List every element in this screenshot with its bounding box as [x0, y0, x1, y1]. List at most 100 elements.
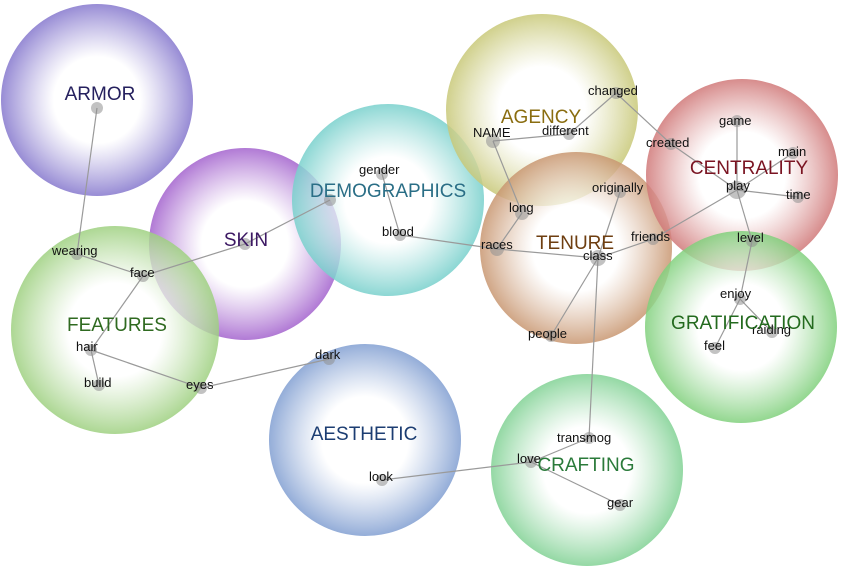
edge-love-gear	[530, 461, 621, 506]
word-node-raiding	[766, 326, 778, 338]
cluster-label-gratification: GRATIFICATION	[671, 313, 815, 334]
edge-love-look	[381, 461, 532, 481]
edge-long-name	[492, 140, 523, 214]
word-node-wearing	[71, 248, 83, 260]
word-transmog: transmog	[557, 430, 611, 445]
gratification-bubble	[645, 231, 837, 423]
word-node-changed	[610, 87, 622, 99]
word-node-long	[515, 206, 529, 220]
word-enjoy: enjoy	[720, 286, 752, 301]
word-node-game	[731, 115, 743, 127]
edge-class-friends	[597, 238, 654, 259]
word-people: people	[528, 326, 567, 341]
tenure-bubble	[480, 152, 672, 344]
edge-races-class	[496, 248, 599, 259]
aesthetic-bubble	[269, 344, 461, 536]
edge-gender-blood	[381, 173, 401, 236]
word-build: build	[84, 375, 111, 390]
word-main: main	[778, 144, 806, 159]
word-node-feel	[709, 342, 721, 354]
word-node-different	[563, 128, 575, 140]
edge-enjoy-feel	[714, 298, 741, 349]
cluster-label-armor: ARMOR	[65, 84, 136, 105]
word-eyes: eyes	[186, 377, 214, 392]
word-node-friends	[647, 233, 659, 245]
edge-level-enjoy	[739, 240, 753, 300]
cluster-label-agency: AGENCY	[501, 107, 582, 128]
word-class: class	[583, 248, 613, 263]
word-node-face	[137, 270, 149, 282]
word-node-look	[376, 474, 388, 486]
edge-face-hair	[90, 275, 144, 351]
cluster-label-crafting: CRAFTING	[537, 455, 634, 476]
word-friends: friends	[631, 229, 671, 244]
word-hair: hair	[76, 339, 98, 354]
edge-wearing-face	[76, 253, 144, 277]
word-name: NAME	[473, 125, 511, 140]
edge-class-transmog	[588, 257, 599, 439]
cluster-label-centrality: CENTRALITY	[690, 158, 809, 179]
word-originally: originally	[592, 180, 644, 195]
word-gender: gender	[359, 162, 400, 177]
edge-friends-play	[652, 189, 738, 240]
armor-center-node	[91, 102, 103, 114]
features-bubble	[11, 226, 219, 434]
word-node-gender	[376, 168, 388, 180]
word-node-originally	[614, 186, 626, 198]
word-node-class	[590, 250, 606, 266]
demographics-center-node	[324, 194, 336, 206]
word-node-gear	[614, 499, 626, 511]
crafting-bubble	[491, 374, 683, 566]
word-node-play	[728, 181, 746, 199]
word-level: level	[737, 230, 764, 245]
word-dark: dark	[315, 347, 341, 362]
word-node-people	[545, 330, 557, 342]
word-node-created	[665, 138, 677, 150]
edge-class-people	[550, 257, 599, 337]
word-node-hair	[85, 344, 97, 356]
cluster-label-skin: SKIN	[224, 230, 268, 251]
word-raiding: raiding	[752, 322, 791, 337]
nodes	[71, 87, 804, 511]
edge-originally-class	[597, 191, 621, 259]
cluster-labels: ARMOR SKIN DEMOGRAPHICS AGENCY TENURE CE…	[65, 84, 815, 476]
word-node-level	[746, 235, 758, 247]
word-long: long	[509, 200, 534, 215]
edge-face-skin-center	[142, 243, 246, 277]
word-changed: changed	[588, 83, 638, 98]
edge-transmog-love	[530, 437, 590, 463]
word-node-eyes	[195, 382, 207, 394]
edge-play-time	[736, 189, 799, 198]
word-node-transmog	[583, 432, 595, 444]
edge-skin-center-demographics-center	[244, 199, 331, 245]
word-love: love	[517, 451, 541, 466]
cluster-label-aesthetic: AESTHETIC	[311, 424, 418, 445]
edge-play-main	[736, 152, 794, 191]
word-node-main	[787, 147, 799, 159]
word-node-blood	[394, 229, 406, 241]
edge-blood-races	[399, 234, 498, 250]
cluster-label-features: FEATURES	[67, 315, 167, 336]
word-races: races	[481, 237, 513, 252]
edge-different-changed	[568, 92, 617, 135]
cluster-label-tenure: TENURE	[536, 233, 614, 254]
edge-armor-center-wearing	[76, 107, 98, 255]
word-play: play	[726, 178, 750, 193]
word-created: created	[646, 135, 689, 150]
edge-hair-eyes	[90, 349, 202, 389]
word-node-dark	[323, 353, 335, 365]
edge-eyes-dark	[200, 358, 330, 389]
word-node-name	[486, 134, 500, 148]
edge-races-long	[496, 212, 523, 250]
edge-enjoy-raiding	[739, 298, 773, 333]
demographics-bubble	[292, 104, 484, 296]
skin-center-node	[239, 238, 251, 250]
word-feel: feel	[704, 338, 725, 353]
word-node-love	[525, 456, 537, 468]
word-face: face	[130, 265, 155, 280]
word-game: game	[719, 113, 752, 128]
word-different: different	[542, 123, 589, 138]
bubbles	[1, 4, 838, 566]
edge-created-play	[670, 143, 738, 191]
